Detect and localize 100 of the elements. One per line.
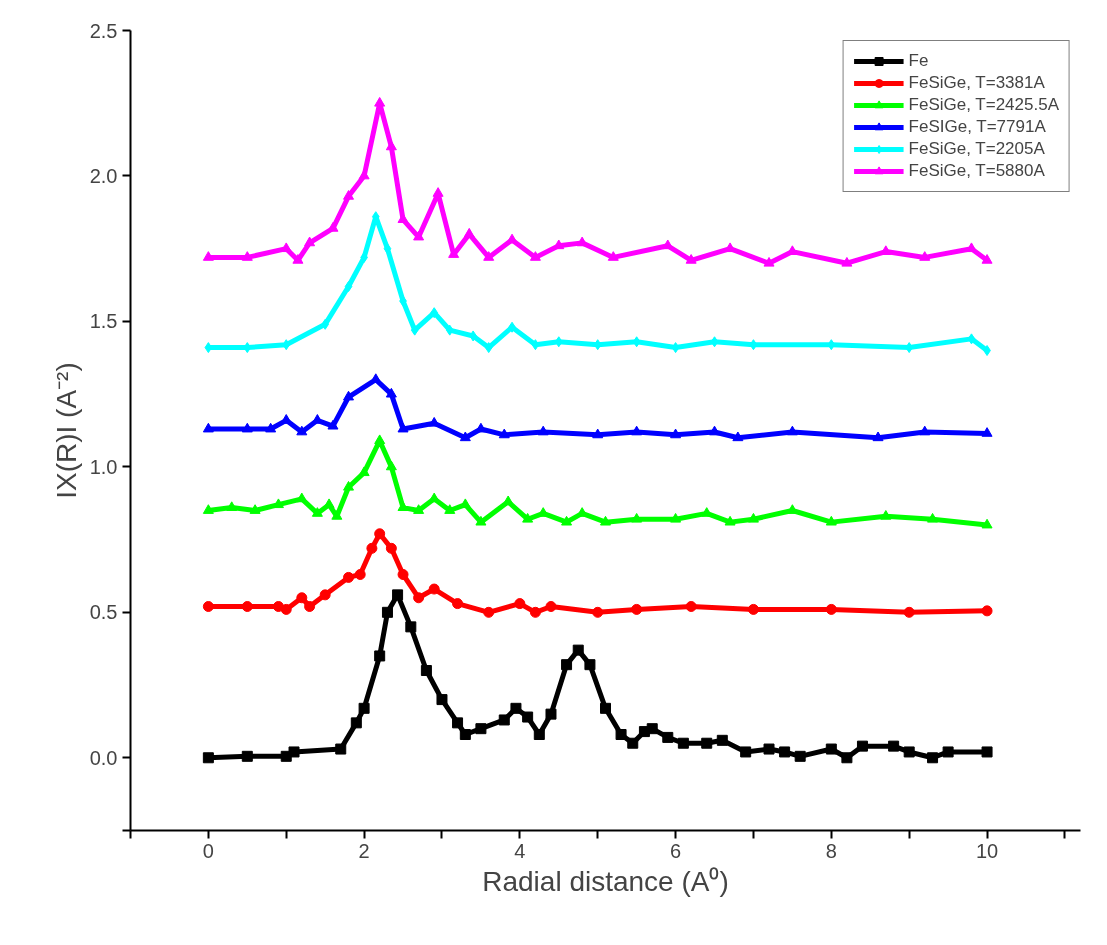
point (584, 659, 596, 671)
point (432, 187, 444, 197)
point (825, 603, 837, 615)
point (296, 592, 308, 604)
point (448, 248, 460, 258)
point (607, 251, 619, 261)
point (888, 740, 900, 752)
point (561, 515, 573, 526)
point (545, 601, 557, 612)
y-tick-label: 0.0 (89, 746, 118, 769)
point (280, 242, 292, 253)
point (282, 339, 291, 351)
x-tick-label: 4 (514, 839, 526, 862)
point (561, 659, 573, 671)
point (296, 492, 308, 503)
point (366, 542, 378, 554)
point (304, 236, 316, 247)
point (385, 542, 397, 554)
point (533, 729, 545, 740)
point (685, 254, 697, 264)
point (786, 425, 798, 436)
point (331, 510, 343, 520)
point (763, 256, 775, 267)
point (321, 318, 330, 330)
point (880, 510, 892, 520)
point (323, 498, 335, 509)
point (374, 528, 386, 540)
point (288, 746, 300, 758)
point (983, 345, 991, 356)
y-axis-title: IX(R)I (A⁻²) (50, 362, 82, 499)
x-tick-label: 10 (975, 839, 999, 862)
point (670, 512, 682, 523)
y-tick-label: 0.5 (89, 601, 118, 624)
point (405, 621, 417, 633)
point (981, 605, 993, 617)
point (942, 746, 954, 758)
point (825, 515, 837, 526)
point (670, 428, 682, 439)
point (903, 746, 915, 758)
point (677, 737, 689, 749)
point (327, 419, 339, 430)
point (374, 434, 386, 445)
point (280, 603, 292, 615)
point (631, 603, 643, 615)
point (872, 431, 884, 442)
point (452, 717, 464, 729)
point (202, 504, 214, 514)
point (732, 431, 744, 442)
point (452, 598, 464, 610)
point (522, 711, 534, 723)
point (459, 729, 471, 740)
point (701, 737, 713, 749)
point (383, 243, 392, 255)
point (202, 752, 214, 764)
point (241, 750, 253, 762)
point (981, 746, 993, 758)
point (397, 501, 409, 511)
point (292, 254, 304, 264)
point (724, 515, 736, 526)
point (600, 702, 611, 714)
legend-label: FeSiGe, T=2425.5A (908, 95, 1059, 115)
point (716, 734, 728, 746)
point (202, 251, 214, 261)
point (825, 743, 837, 755)
point (627, 737, 639, 749)
point (572, 644, 584, 656)
point (841, 752, 853, 764)
legend-label: FeSiGe, T=2205A (908, 139, 1045, 159)
point (413, 592, 425, 604)
point (265, 422, 277, 433)
point (445, 324, 454, 336)
point (498, 428, 510, 439)
legend-label: FeSIGe, T=7791A (908, 117, 1046, 137)
point (358, 702, 370, 714)
point (747, 512, 759, 523)
point (319, 589, 331, 601)
point (510, 702, 522, 714)
point (646, 723, 658, 735)
point (484, 342, 493, 354)
point (202, 601, 214, 612)
point (385, 460, 397, 471)
point (392, 589, 404, 601)
y-tick-label: 2.5 (89, 19, 118, 42)
point (304, 601, 316, 612)
point (413, 504, 425, 514)
point (397, 422, 409, 433)
point (358, 466, 370, 477)
point (662, 731, 674, 743)
point (514, 598, 526, 610)
point (903, 606, 915, 618)
point (311, 507, 323, 517)
legend-label: Fe (908, 51, 929, 71)
point (747, 603, 759, 615)
legend-label: FeSiGe, T=5880A (908, 161, 1045, 181)
point (498, 714, 510, 726)
point (545, 708, 557, 720)
point (592, 428, 604, 439)
point (385, 140, 397, 151)
x-tick-label: 2 (358, 839, 370, 862)
point (420, 665, 432, 676)
